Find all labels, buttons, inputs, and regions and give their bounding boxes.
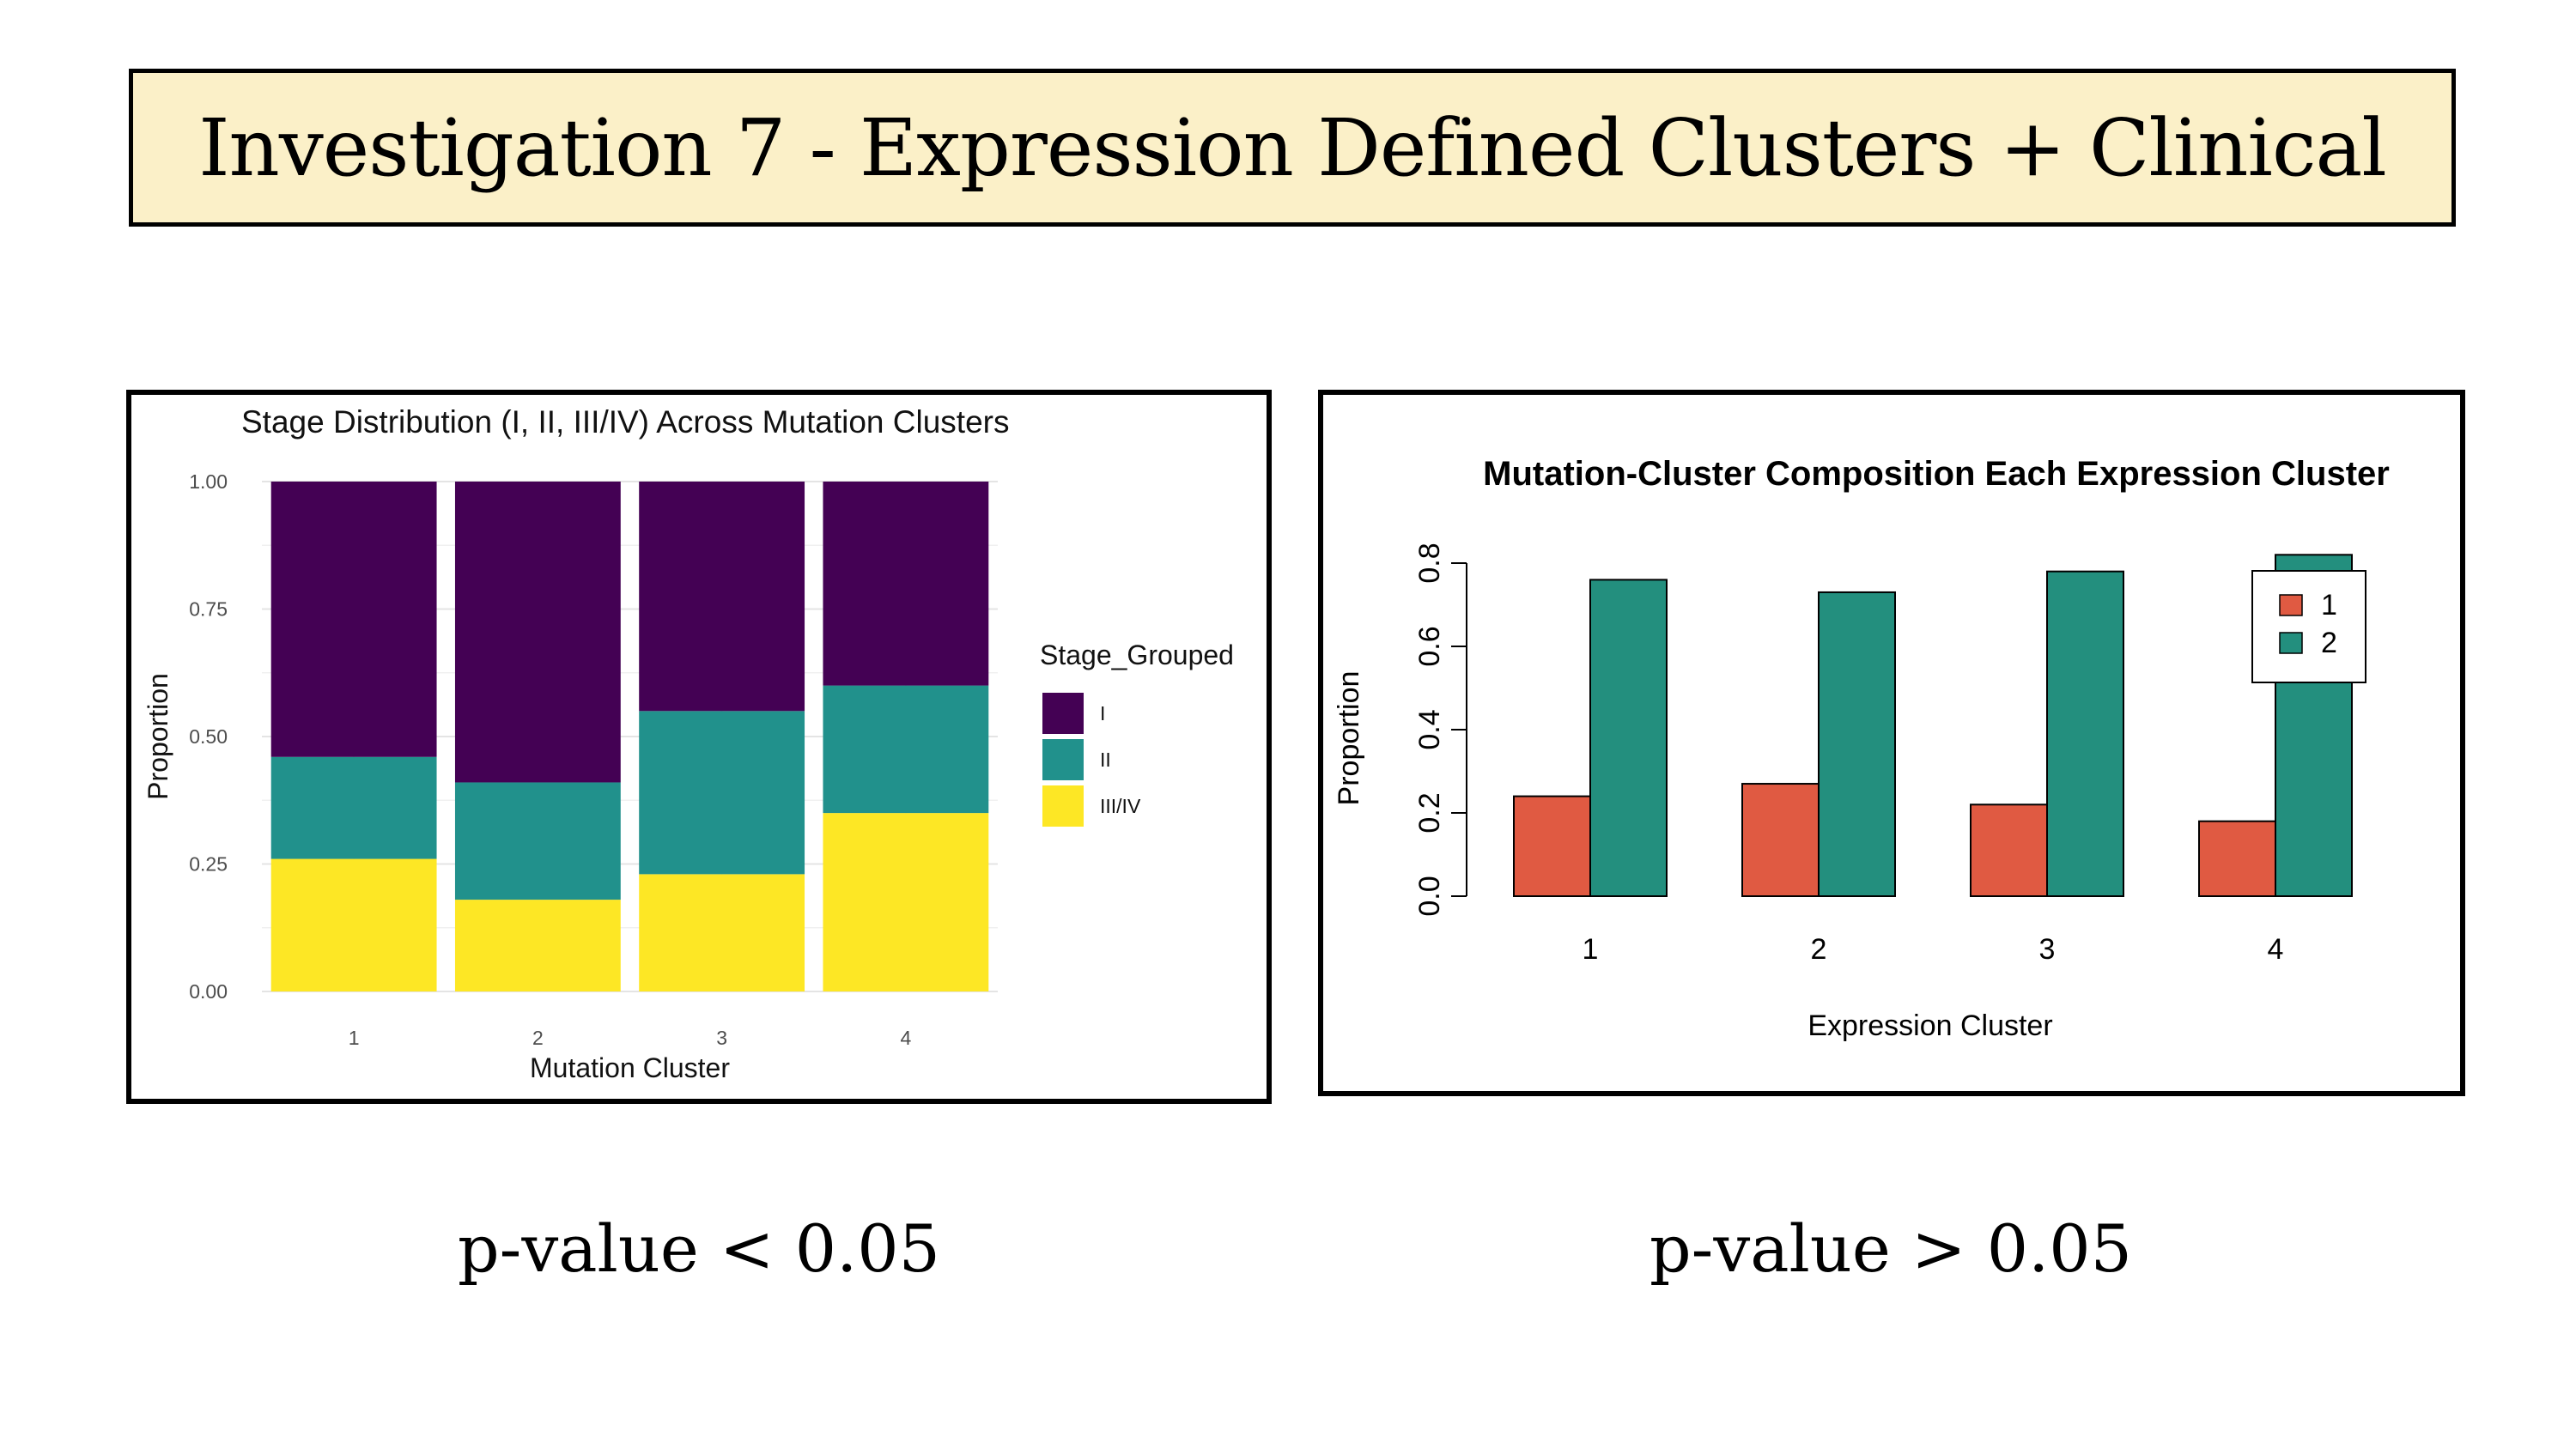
left-p-value-caption: p-value < 0.05	[457, 1210, 941, 1287]
page-title: Investigation 7 - Expression Defined Clu…	[198, 101, 2387, 194]
y-tick-label: 0.4	[1413, 709, 1446, 749]
y-tick-label: 0.50	[189, 725, 228, 748]
x-tick-label: 4	[2268, 933, 2284, 966]
y-tick-label: 0.25	[189, 853, 228, 876]
bar-series-1	[1513, 795, 1591, 898]
bar-segment-i	[639, 482, 805, 712]
x-tick-label: 3	[716, 1027, 727, 1049]
y-tick-label: 0.6	[1413, 626, 1446, 666]
legend-label: 1	[2321, 589, 2337, 621]
bar-series-1	[1970, 803, 2048, 897]
stacked-chart-panel: Stage Distribution (I, II, III/IV) Acros…	[126, 390, 1272, 1104]
bar-segment-ii	[454, 782, 621, 900]
x-axis-label: Expression Cluster	[1807, 1009, 2052, 1042]
grouped-bar-chart: Mutation-Cluster Composition Each Expres…	[1333, 455, 2390, 1042]
stacked-bar-chart: Stage Distribution (I, II, III/IV) Acros…	[143, 404, 1234, 1083]
bar-series-2	[1818, 591, 1896, 897]
legend-label: III/IV	[1100, 795, 1141, 817]
grouped-chart-panel: Mutation-Cluster Composition Each Expres…	[1318, 390, 2465, 1096]
bar-segment-i	[270, 482, 437, 757]
bar-segment-iii-iv	[639, 874, 805, 991]
legend-swatch	[2279, 594, 2303, 616]
x-tick-label: 2	[1811, 933, 1827, 966]
bar-segment-ii	[639, 711, 805, 875]
bar-segment-ii	[823, 685, 989, 814]
legend-swatch	[1042, 739, 1084, 780]
legend-swatch	[1042, 693, 1084, 734]
bar-segment-i	[454, 482, 621, 783]
x-tick-label: 3	[2039, 933, 2056, 966]
y-tick-label: 0.2	[1413, 792, 1446, 833]
legend-label: I	[1100, 702, 1105, 724]
bar-segment-iii-iv	[454, 900, 621, 991]
chart-title: Mutation-Cluster Composition Each Expres…	[1483, 455, 2390, 493]
legend-box	[2251, 570, 2366, 683]
bar-series-2	[2046, 570, 2124, 897]
bar-segment-i	[823, 482, 989, 686]
bar-segment-iii-iv	[823, 813, 989, 991]
title-banner: Investigation 7 - Expression Defined Clu…	[129, 69, 2456, 227]
chart-title: Stage Distribution (I, II, III/IV) Acros…	[241, 404, 1010, 440]
x-tick-label: 1	[349, 1027, 360, 1049]
legend-title: Stage_Grouped	[1040, 640, 1234, 670]
y-tick-label: 0.8	[1413, 543, 1446, 583]
right-p-value-caption: p-value > 0.05	[1649, 1210, 2133, 1287]
legend-swatch	[1042, 785, 1084, 827]
y-tick-label: 0.0	[1413, 876, 1446, 916]
bar-series-1	[2198, 820, 2276, 898]
bar-series-2	[1589, 579, 1668, 897]
x-tick-label: 4	[900, 1027, 911, 1049]
x-axis-label: Mutation Cluster	[530, 1052, 730, 1083]
y-axis-label: Proportion	[1333, 671, 1365, 806]
bar-series-1	[1741, 783, 1820, 897]
bar-segment-ii	[270, 756, 437, 859]
y-tick-label: 0.00	[189, 980, 228, 1003]
y-tick-label: 1.00	[189, 470, 228, 493]
x-tick-label: 1	[1583, 933, 1599, 966]
legend-swatch	[2279, 632, 2303, 654]
y-tick-label: 0.75	[189, 598, 228, 621]
y-axis-label: Proportion	[143, 673, 173, 800]
bar-segment-iii-iv	[270, 858, 437, 991]
legend-label: II	[1100, 749, 1111, 771]
legend-label: 2	[2321, 627, 2337, 659]
x-tick-label: 2	[532, 1027, 544, 1049]
